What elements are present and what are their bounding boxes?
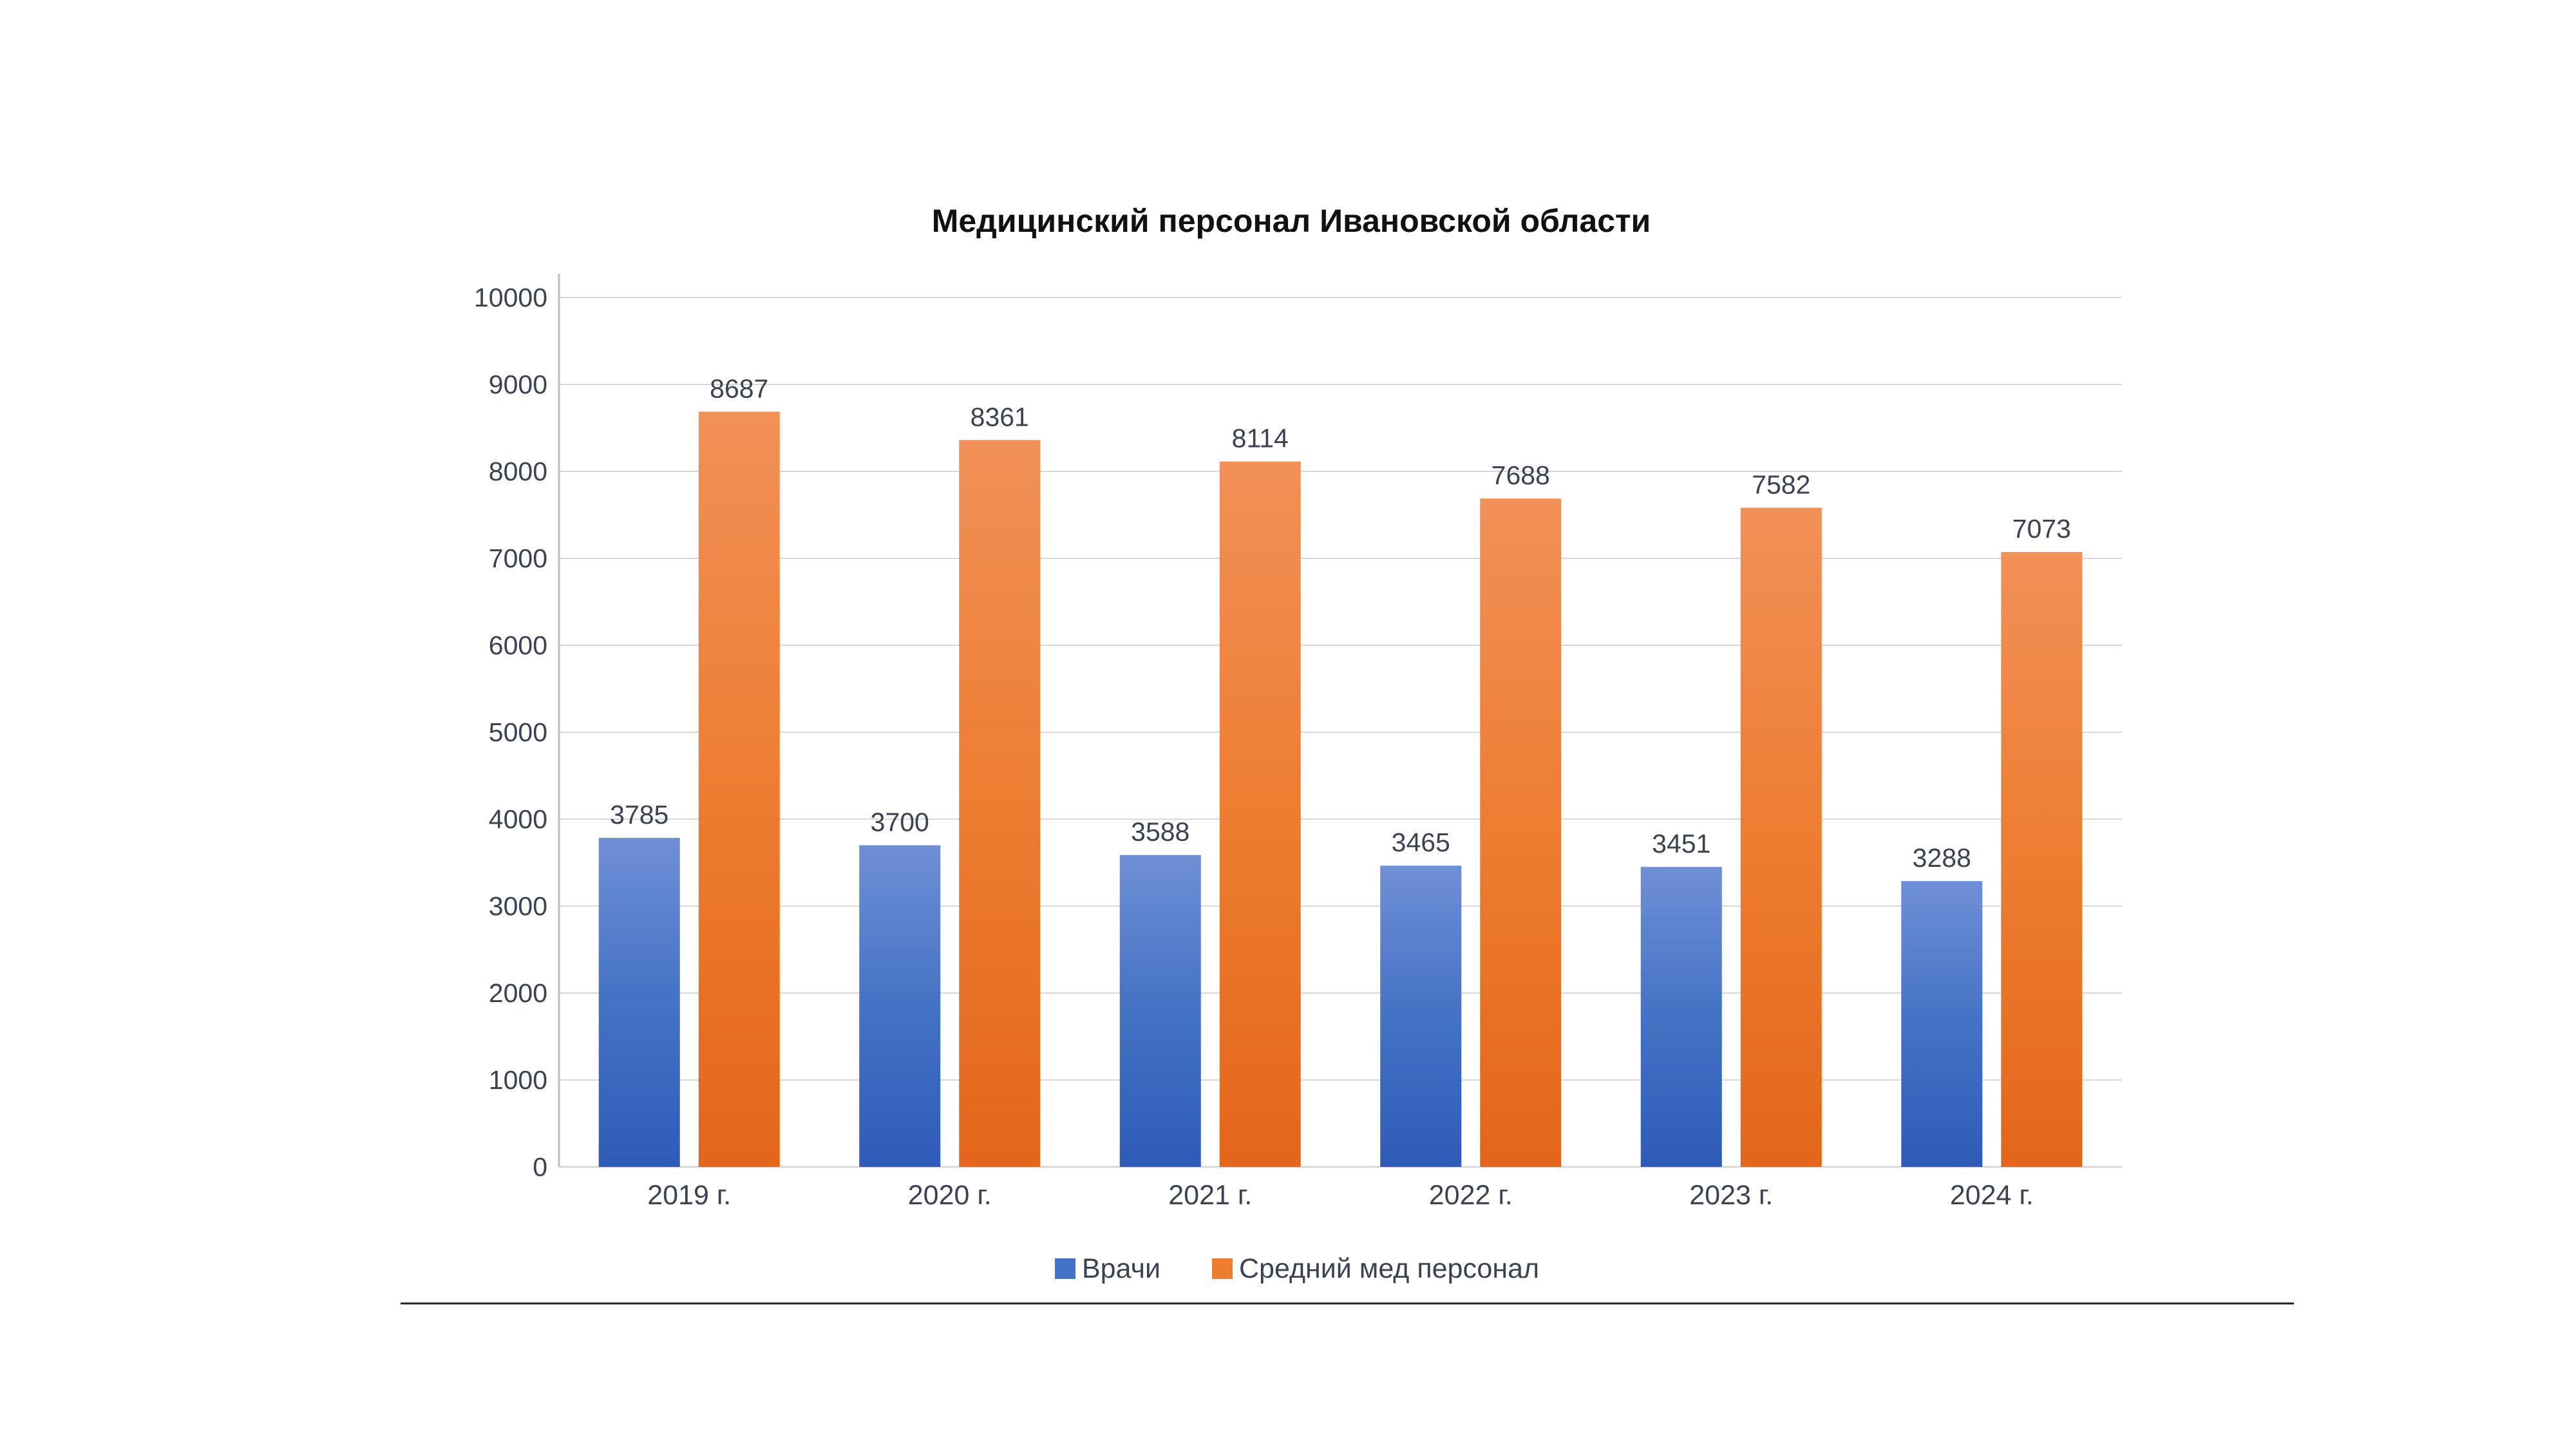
bar-nurses-0 — [698, 412, 780, 1167]
x-tick-label: 2024 г. — [1950, 1180, 2034, 1211]
data-label: 8114 — [1232, 424, 1289, 453]
x-tick-label: 2020 г. — [908, 1180, 992, 1211]
data-label: 3588 — [1131, 817, 1189, 847]
data-label: 3465 — [1392, 828, 1450, 857]
bars — [598, 412, 2083, 1167]
x-tick-label: 2023 г. — [1689, 1180, 1773, 1211]
y-tick-label: 8000 — [489, 457, 547, 486]
x-tick-label: 2019 г. — [647, 1180, 731, 1211]
y-tick-label: 0 — [533, 1152, 547, 1182]
data-label: 7688 — [1492, 460, 1550, 490]
data-label: 3451 — [1652, 829, 1710, 858]
bar-doctors-2 — [1119, 855, 1201, 1167]
bar-doctors-0 — [598, 838, 680, 1167]
data-label: 8361 — [971, 402, 1029, 431]
data-labels: 3785 8687 3700 8361 3588 8114 3465 7688 3451 7582… — [610, 374, 2071, 873]
x-axis: 2019 г. 2020 г. 2021 г. 2022 г. 2023 г. 2024 … — [647, 1180, 2034, 1211]
gridlines — [559, 297, 2122, 1081]
y-tick-label: 9000 — [489, 370, 547, 399]
y-tick-label: 2000 — [489, 978, 547, 1008]
bar-nurses-5 — [2001, 552, 2083, 1167]
y-tick-label: 3000 — [489, 891, 547, 921]
data-label: 7073 — [2012, 514, 2071, 544]
bar-doctors-5 — [1901, 881, 1983, 1167]
y-tick-label: 7000 — [489, 544, 547, 573]
bar-doctors-3 — [1380, 866, 1462, 1167]
y-tick-label: 1000 — [489, 1065, 547, 1095]
data-label: 3785 — [610, 800, 668, 829]
legend-swatch-1 — [1212, 1258, 1233, 1279]
bar-nurses-2 — [1219, 461, 1301, 1167]
bar-nurses-3 — [1480, 498, 1562, 1167]
data-label: 3288 — [1913, 843, 1971, 873]
legend-label-1: Средний мед персонал — [1239, 1253, 1539, 1284]
bar-nurses-1 — [959, 440, 1041, 1167]
bar-doctors-4 — [1640, 867, 1722, 1167]
legend-label-0: Врачи — [1082, 1253, 1160, 1284]
y-tick-label: 10000 — [474, 283, 547, 312]
bar-doctors-1 — [859, 845, 941, 1167]
x-tick-label: 2022 г. — [1429, 1180, 1513, 1211]
x-tick-label: 2021 г. — [1168, 1180, 1252, 1211]
legend-swatch-0 — [1055, 1258, 1075, 1279]
y-tick-label: 5000 — [489, 717, 547, 747]
y-axis: 0 1000 2000 3000 4000 5000 6000 7000 8000 9000 100… — [474, 274, 2122, 1182]
y-tick-label: 6000 — [489, 630, 547, 660]
data-label: 7582 — [1752, 469, 1810, 499]
data-label: 3700 — [871, 808, 929, 837]
y-tick-label: 4000 — [489, 804, 547, 834]
bar-nurses-4 — [1740, 507, 1822, 1167]
chart-title: Медицинский персонал Ивановской области — [932, 203, 1651, 239]
legend: Врачи Средний мед персонал — [1055, 1253, 1539, 1284]
data-label: 8687 — [710, 374, 768, 403]
